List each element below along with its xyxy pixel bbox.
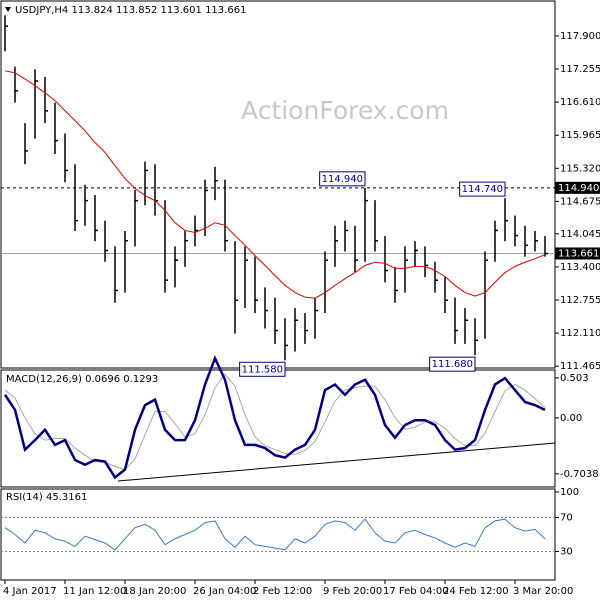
annotation-label: 114.940 xyxy=(322,174,363,185)
macd-panel-border xyxy=(0,369,556,488)
rsi-title: RSI(14) 45.3161 xyxy=(6,492,87,503)
trend-line xyxy=(117,442,556,482)
x-tick-label: 24 Feb 12:00 xyxy=(443,586,509,597)
price-level-label: 114.940 xyxy=(558,183,599,194)
indicator-line xyxy=(4,373,546,471)
y-tick-label: 30 xyxy=(560,547,573,558)
main-title: USDJPY,H4 113.824 113.852 113.601 113.66… xyxy=(15,5,246,16)
y-tick-label: 111.465 xyxy=(560,361,600,372)
indicator-line xyxy=(4,518,546,551)
x-tick-label: 11 Jan 12:00 xyxy=(63,586,126,597)
price-level-label: 113.661 xyxy=(558,248,599,259)
macd-title: MACD(12,26,9) 0.0696 0.1293 xyxy=(6,374,158,385)
x-tick-label: 26 Jan 04:00 xyxy=(193,586,256,597)
price-level-box xyxy=(555,181,600,194)
y-tick-label: 113.400 xyxy=(560,262,600,273)
annotation-label: 114.740 xyxy=(462,184,503,195)
x-tick-label: 2 Feb 12:00 xyxy=(253,586,312,597)
y-tick-label: 100 xyxy=(560,487,579,498)
price-level-box xyxy=(555,247,600,260)
watermark: ActionForex.com xyxy=(241,96,449,125)
y-tick-label: 112.110 xyxy=(560,328,600,339)
x-tick-label: 17 Feb 04:00 xyxy=(383,586,449,597)
y-tick-label: 117.900 xyxy=(560,31,600,42)
indicator-line xyxy=(3,355,546,480)
y-tick-label: 117.255 xyxy=(560,64,600,75)
y-tick-label: 116.610 xyxy=(560,97,600,108)
y-tick-label: 0.503 xyxy=(560,373,589,384)
x-tick-label: 3 Mar 20:00 xyxy=(513,586,573,597)
y-tick-label: 115.320 xyxy=(560,163,600,174)
y-tick-label: -0.7038 xyxy=(560,469,599,480)
y-tick-label: 112.755 xyxy=(560,295,600,306)
annotation-box xyxy=(429,356,476,372)
y-tick-label: 114.675 xyxy=(560,196,600,207)
annotation-box xyxy=(459,181,506,197)
x-tick-label: 4 Jan 2017 xyxy=(3,586,57,597)
annotation-label: 111.680 xyxy=(432,359,473,370)
x-tick-label: 9 Feb 20:00 xyxy=(323,586,382,597)
x-tick-label: 18 Jan 20:00 xyxy=(123,586,186,597)
collapse-icon xyxy=(5,7,11,12)
y-tick-label: 114.045 xyxy=(560,229,600,240)
annotation-box xyxy=(319,171,366,187)
rsi-panel-border xyxy=(0,488,556,581)
y-tick-label: 0.00 xyxy=(560,413,582,424)
annotation-box xyxy=(239,361,286,377)
y-tick-label: 115.965 xyxy=(560,130,600,141)
annotation-label: 111.580 xyxy=(242,364,283,375)
moving-average xyxy=(4,70,546,299)
y-tick-label: 70 xyxy=(560,513,573,524)
